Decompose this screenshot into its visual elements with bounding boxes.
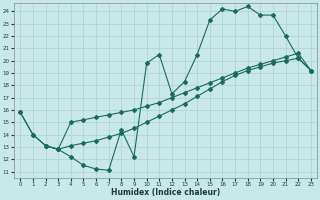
X-axis label: Humidex (Indice chaleur): Humidex (Indice chaleur) (111, 188, 220, 197)
